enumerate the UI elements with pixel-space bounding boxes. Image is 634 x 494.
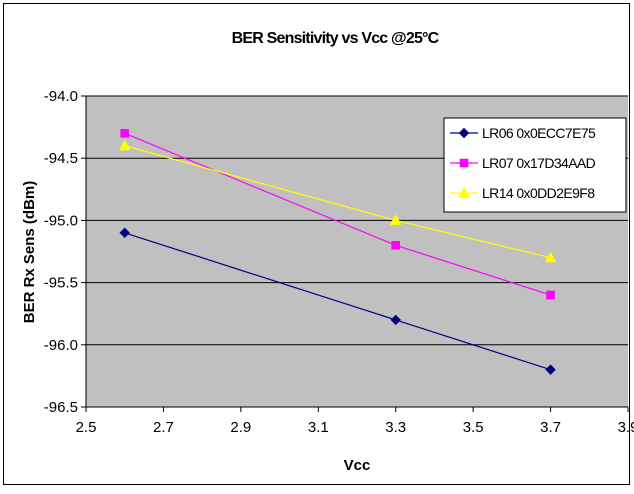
- legend-item: LR14 0x0DD2E9F8: [450, 185, 596, 201]
- data-point-square: [120, 129, 130, 138]
- legend-item: LR07 0x17D34AAD: [450, 155, 596, 171]
- x-tick-label: 3.3: [385, 419, 406, 436]
- x-tick-label: 2.9: [230, 419, 251, 436]
- data-point-square: [391, 240, 401, 250]
- x-tick-labels: 2.5 2.7 2.9 3.1 3.3 3.5 3.7 3.9: [76, 419, 634, 436]
- legend-item: LR06 0x0ECC7E75: [450, 125, 597, 141]
- x-tick-label: 2.7: [153, 419, 174, 436]
- x-tick-label: 3.7: [540, 419, 561, 436]
- legend-label: LR06 0x0ECC7E75: [482, 125, 596, 141]
- legend-marker: [459, 158, 469, 168]
- chart-title: BER Sensitivity vs Vcc @25°C: [232, 30, 440, 47]
- series-3: [118, 139, 557, 263]
- series-1: [119, 227, 556, 375]
- legend-marker: [458, 186, 470, 198]
- y-tick-label: -96.0: [44, 337, 78, 354]
- data-point-diamond: [390, 314, 401, 326]
- data-point-triangle: [389, 214, 402, 225]
- x-tick-label: 3.9: [618, 419, 634, 436]
- legend-items: LR06 0x0ECC7E75 LR07 0x17D34AAD LR14 0x0DD…: [450, 125, 597, 201]
- data-point-triangle: [118, 139, 131, 151]
- data-point-diamond: [545, 364, 556, 375]
- x-tick-label: 2.5: [76, 419, 97, 436]
- data-point-diamond: [119, 227, 130, 239]
- y-tick-label: -96.5: [44, 399, 78, 416]
- data-point-square: [546, 290, 555, 300]
- legend: LR06 0x0ECC7E75 LR07 0x17D34AAD LR14 0x0DD…: [443, 117, 627, 213]
- y-tick-label: -94.0: [44, 88, 78, 105]
- y-tick-labels: -94.0 -94.5 -95.0 -95.5 -96.0 -96.5: [44, 88, 78, 416]
- legend-label: LR07 0x17D34AAD: [482, 155, 596, 171]
- series-layer: [118, 129, 557, 375]
- legend-box: [443, 117, 627, 213]
- y-tick-label: -95.5: [44, 275, 78, 292]
- data-point-triangle: [544, 251, 557, 263]
- legend-marker: [458, 127, 470, 139]
- x-tick-label: 3.5: [463, 419, 484, 436]
- tick-marks: [81, 95, 629, 412]
- x-axis-title: Vcc: [344, 457, 371, 474]
- y-tick-label: -94.5: [44, 150, 78, 167]
- y-axis-title: BER Rx Sens (dBm): [21, 181, 38, 324]
- legend-label: LR14 0x0DD2E9F8: [482, 185, 595, 201]
- x-tick-label: 3.1: [308, 419, 329, 436]
- y-tick-label: -95.0: [44, 212, 78, 229]
